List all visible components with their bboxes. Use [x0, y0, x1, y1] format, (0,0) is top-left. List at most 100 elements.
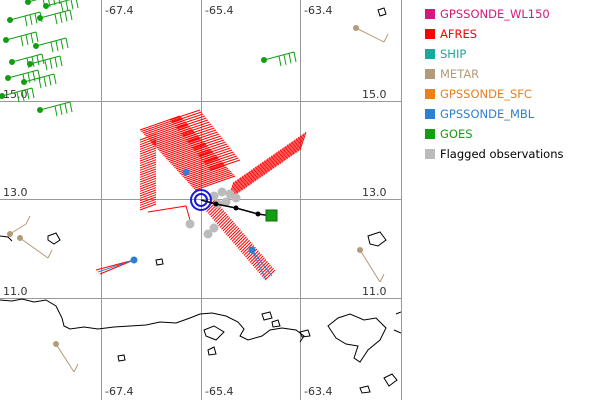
afres-barb [286, 140, 294, 159]
goes-station-dot [0, 93, 5, 99]
afres-barb [167, 145, 208, 161]
afres-barb [276, 148, 284, 167]
goes-barb-feather [43, 76, 47, 87]
goes-barb-feather [70, 0, 74, 10]
goes-station-dot [25, 0, 31, 5]
afres-barb [139, 156, 157, 164]
afres-barb [264, 269, 276, 281]
afres-barb [183, 163, 225, 179]
afres-barb [258, 262, 270, 274]
map-panel[interactable]: -67.4 -65.4 -63.4 -67.4 -65.4 -63.4 15.0… [0, 0, 402, 400]
afres-barb [159, 136, 200, 152]
goes-barb-feather [31, 56, 35, 67]
afres-barb [256, 161, 264, 181]
afres-barb [210, 206, 222, 218]
legend-swatch [425, 129, 435, 139]
afres-barb [206, 155, 237, 167]
metar-barb-feather [47, 249, 53, 259]
goes-station-dot [7, 17, 13, 23]
coastlines [0, 7, 401, 394]
goes-barb-feather [50, 42, 54, 53]
legend-swatch [425, 109, 435, 119]
legend-label: AFRES [440, 27, 478, 41]
goes-barb-feather [44, 60, 48, 71]
goes-barb-feather [65, 0, 69, 11]
afres-barb [245, 169, 253, 188]
x-tick-bottom-3: -63.4 [304, 385, 332, 398]
legend-swatch [425, 69, 435, 79]
afres-barb [237, 238, 249, 249]
goes-barb-shaft [11, 53, 43, 63]
metar-station-dot [17, 235, 23, 241]
afres-barb [234, 176, 242, 196]
goes-barb-feather [29, 14, 33, 25]
afres-barb [197, 143, 228, 155]
afres-barb [225, 224, 237, 235]
afres-barb [192, 172, 233, 188]
afres-barb [176, 156, 218, 171]
legend-swatch [425, 9, 435, 19]
afres-barb [236, 175, 244, 194]
goes-station-dot [37, 107, 43, 113]
afres-barb [216, 213, 228, 225]
goes-barb-feather [75, 0, 79, 9]
map-canvas[interactable]: -67.4 -65.4 -63.4 -67.4 -65.4 -63.4 15.0… [0, 0, 402, 400]
afres-barb [153, 130, 194, 146]
afres-barb [189, 169, 230, 185]
afres-barb [240, 173, 248, 192]
afres-barb [279, 145, 287, 164]
afres-barb [242, 243, 253, 255]
metar-barb-shaft [19, 237, 49, 259]
afres-barb [201, 149, 233, 161]
goes-barb-shaft [7, 69, 39, 79]
afres-barb [139, 196, 157, 204]
afres-barb [139, 161, 157, 169]
legend-swatch [425, 29, 435, 39]
grid-lines [0, 0, 402, 400]
afres-barb [228, 227, 240, 239]
afres-barb [142, 118, 183, 134]
afres-barb [139, 170, 157, 178]
afres-barb [267, 154, 275, 173]
flagged-observation-dot [217, 187, 227, 197]
afres-barb [230, 229, 241, 241]
afres-barb [139, 163, 157, 171]
legend-item: GPSSONDE_MBL [420, 104, 600, 124]
afres-barb [218, 215, 229, 227]
goes-barb-feather [64, 11, 68, 22]
goes-barb-feather [36, 55, 40, 66]
goes-barb-feather [60, 39, 64, 50]
afres-barb [192, 137, 223, 149]
goes-barb-feather [34, 13, 38, 24]
goes-barb-feather [30, 33, 34, 44]
afres-barb [263, 156, 271, 176]
afres-barb [283, 143, 291, 162]
goes-barb-shaft [39, 101, 71, 111]
afres-barb [182, 125, 213, 137]
afres-barb [165, 144, 207, 159]
legend-label: GPSSONDE_SFC [440, 87, 532, 101]
storm-track [190, 189, 278, 222]
afres-barb [270, 151, 278, 171]
afres-barb [259, 159, 267, 178]
afres-barb [171, 111, 202, 123]
afres-barb [219, 217, 231, 228]
afres-barb [139, 154, 157, 162]
afres-barb [238, 174, 246, 193]
goes-barb-feather [31, 87, 35, 99]
goes-station-dot [261, 57, 267, 63]
legend-item: Flagged observations [420, 144, 600, 164]
metar-station-dot [7, 231, 13, 237]
afres-barb [174, 115, 205, 127]
goes-barb-feather [54, 14, 58, 25]
afres-barb [139, 152, 157, 160]
afres-barb [268, 153, 276, 172]
goes-barb-feather [27, 72, 31, 83]
afres-barb [290, 138, 298, 157]
afres-barb [227, 225, 238, 237]
legend: GPSSONDE_WL150 AFRES SHIP METAR GPSSONDE_SFC… [420, 4, 600, 164]
afres-barb [190, 171, 232, 186]
afres-barb [139, 133, 157, 141]
afres-barb [139, 135, 157, 143]
flagged-observation-dot [231, 193, 241, 203]
